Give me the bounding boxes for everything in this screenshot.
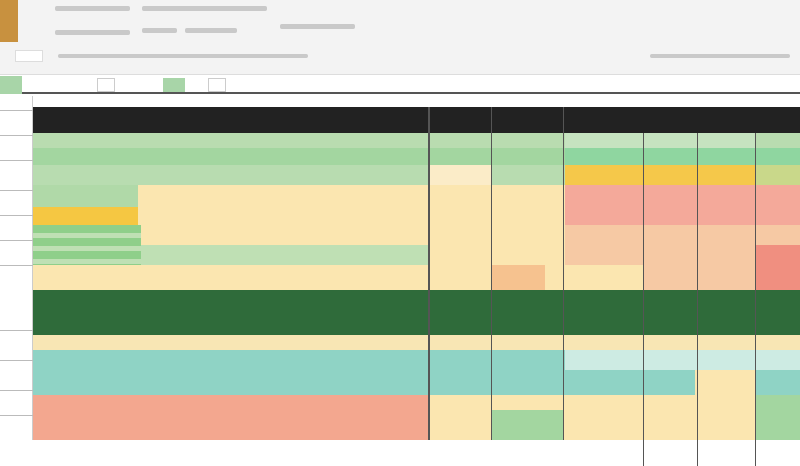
ribbon-text-placeholder	[142, 28, 177, 33]
ribbon-toolbar	[0, 0, 800, 75]
ribbon-text-placeholder	[280, 24, 355, 29]
formula-text-placeholder	[650, 54, 790, 58]
file-tab[interactable]	[0, 0, 18, 42]
ribbon-text-placeholder	[55, 30, 130, 35]
column-header-cell[interactable]	[163, 78, 185, 92]
table-row	[33, 290, 800, 335]
ribbon-text-placeholder	[55, 6, 130, 11]
ribbon-text-placeholder	[185, 28, 237, 33]
column-header-cell[interactable]	[97, 78, 115, 92]
selected-column-header[interactable]	[0, 76, 22, 94]
column-header-cell[interactable]	[208, 78, 226, 92]
table-row	[33, 395, 428, 440]
table-row	[33, 335, 800, 350]
table-header-bar	[33, 107, 800, 133]
ribbon-text-placeholder	[142, 6, 267, 11]
formula-text-placeholder	[58, 54, 308, 58]
row-headers	[0, 96, 33, 440]
name-box[interactable]	[15, 50, 43, 62]
column-header-row	[0, 76, 800, 94]
